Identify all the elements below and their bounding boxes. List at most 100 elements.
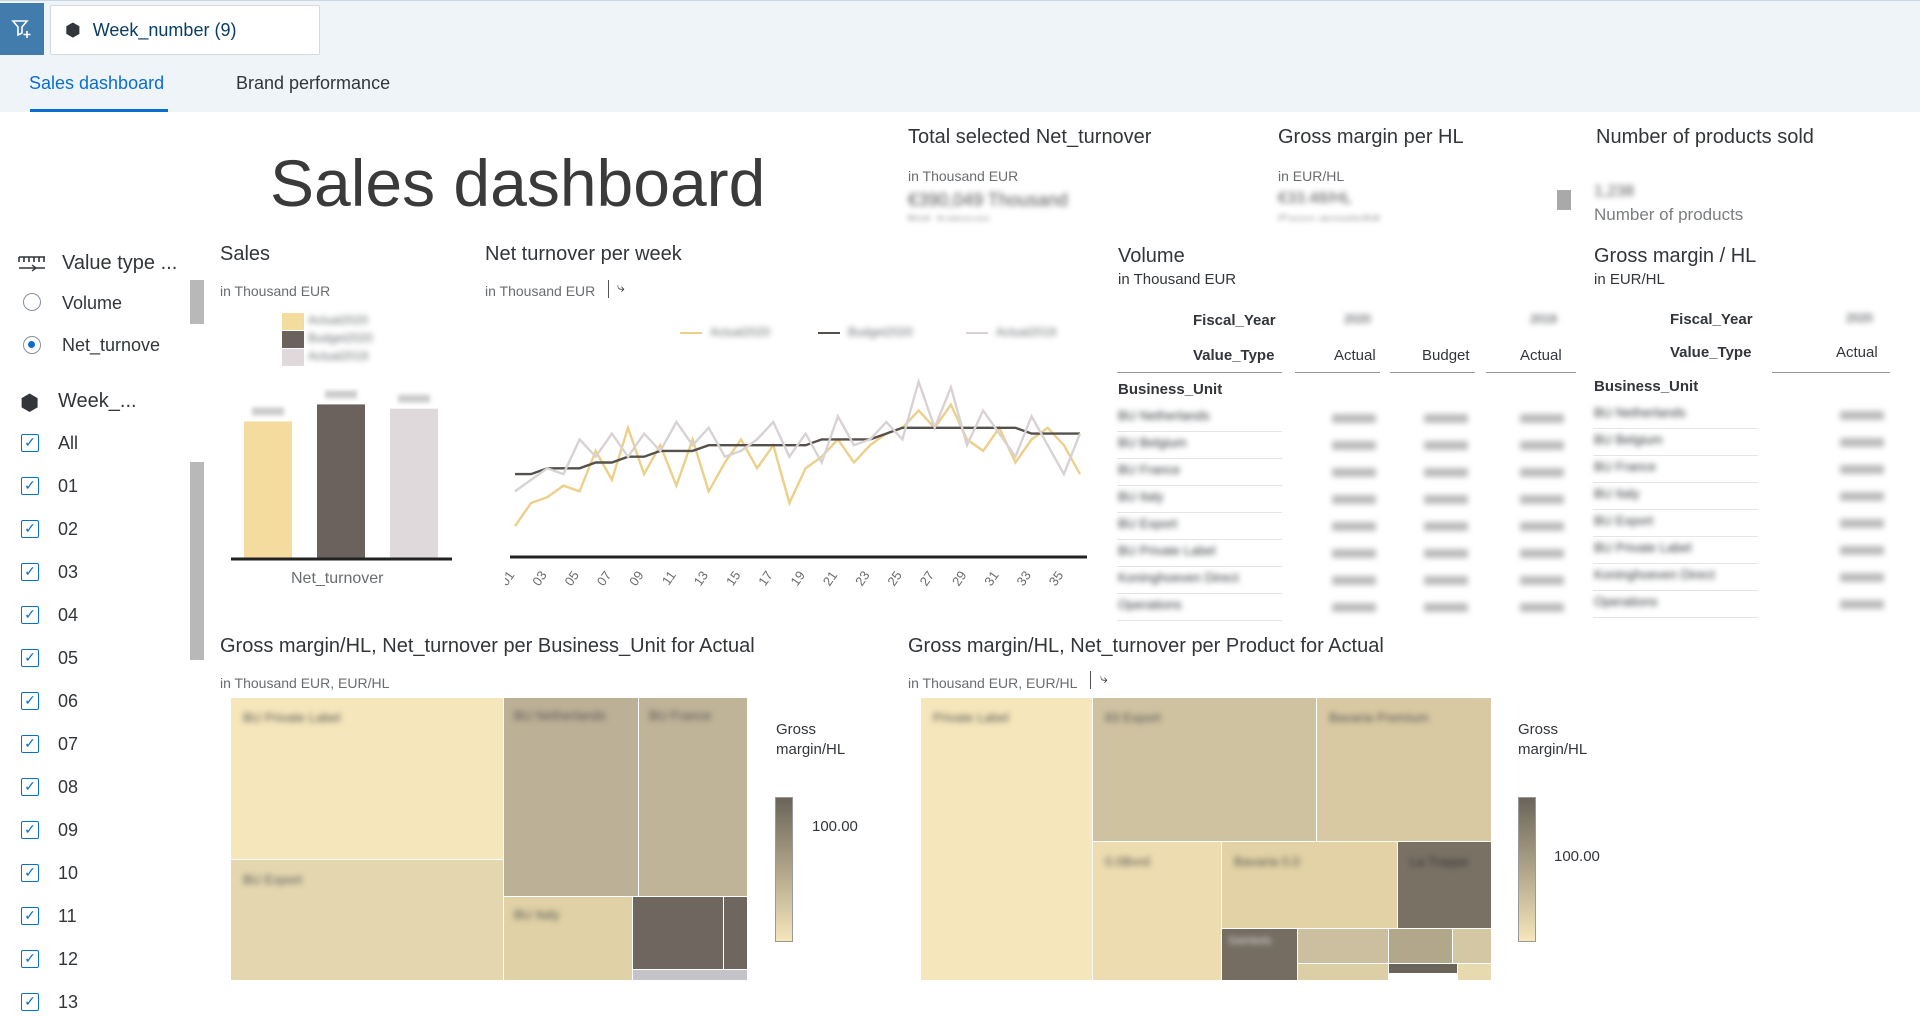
radio-volume[interactable] bbox=[23, 293, 41, 311]
checkbox-label: 02 bbox=[58, 519, 79, 539]
tab-sales-dashboard[interactable]: Sales dashboard bbox=[29, 73, 165, 93]
value-type-scrollbar[interactable] bbox=[190, 280, 204, 324]
week-number-filter-chip[interactable]: ⬢ Week_number (9) bbox=[50, 5, 320, 55]
checkbox-label: 09 bbox=[58, 820, 79, 840]
treemap-cell[interactable] bbox=[1388, 963, 1458, 974]
treemap-bu-color-scale bbox=[775, 797, 793, 942]
treemap-cell[interactable]: Bavaria Premium bbox=[1316, 697, 1492, 842]
column-header: Actual bbox=[1520, 347, 1562, 364]
checkbox-week-04[interactable]: ✓ bbox=[21, 606, 39, 624]
active-tab-indicator bbox=[30, 109, 168, 112]
checkbox-all[interactable]: ✓ bbox=[21, 434, 39, 452]
table-row-label: BU Private Label bbox=[1594, 540, 1692, 555]
treemap-cell[interactable]: BU Export bbox=[230, 859, 504, 981]
treemap-cell[interactable]: BU Netherlands bbox=[503, 697, 639, 897]
checkbox-label: 06 bbox=[58, 691, 79, 711]
table-cell-redacted bbox=[1520, 441, 1564, 450]
treemap-cell[interactable]: BU France bbox=[638, 697, 748, 897]
treemap-bu-legend-title: Gross margin/HL bbox=[776, 721, 846, 758]
value-type-title[interactable]: Value type ... bbox=[62, 252, 178, 274]
kpi-title-products-sold: Number of products sold bbox=[1596, 126, 1814, 148]
checkbox-label: 10 bbox=[58, 863, 79, 883]
netturnover-card-title: Net turnover per week bbox=[485, 243, 682, 265]
header-rule bbox=[1390, 372, 1475, 373]
checkbox-week-11[interactable]: ✓ bbox=[21, 907, 39, 925]
treemap-cell[interactable] bbox=[1457, 963, 1492, 981]
table-row-divider bbox=[1593, 428, 1758, 429]
filter-chip-label: Week_number (9) bbox=[92, 19, 237, 40]
table-row-label: BU Italy bbox=[1118, 489, 1164, 504]
treemap-cell[interactable] bbox=[1452, 928, 1492, 964]
kpi-caption-gross-margin: Gross margin/HL bbox=[1278, 212, 1384, 220]
x-tick-label: 31 bbox=[981, 568, 1002, 588]
treemap-cell[interactable] bbox=[1297, 928, 1389, 964]
checkbox-week-03[interactable]: ✓ bbox=[21, 563, 39, 581]
netturnover-line-chart: 01 03 05 07 09 11 13 15 17 19 21 23 25 27 29 31 33 35 bbox=[505, 377, 1087, 589]
table-cell-redacted bbox=[1424, 522, 1468, 531]
x-tick-label: 17 bbox=[755, 568, 776, 588]
sales-card-unit: in Thousand EUR bbox=[220, 283, 331, 299]
treemap-cell[interactable]: La Trappe bbox=[1397, 841, 1492, 929]
legend-label: Actual2020 bbox=[308, 313, 369, 327]
checkbox-week-08[interactable]: ✓ bbox=[21, 778, 39, 796]
treemap-cell-label: BU Private Label bbox=[243, 710, 341, 725]
checkbox-week-01[interactable]: ✓ bbox=[21, 477, 39, 495]
week-scrollbar[interactable] bbox=[190, 462, 204, 660]
filter-add-icon bbox=[11, 20, 31, 38]
legend-label: Budget2020 bbox=[308, 331, 373, 345]
treemap-cell[interactable] bbox=[632, 969, 748, 981]
table-cell-redacted bbox=[1332, 495, 1376, 504]
legend-label: Budget2020 bbox=[848, 325, 913, 339]
table-cell-redacted bbox=[1840, 519, 1884, 528]
checkbox-week-05[interactable]: ✓ bbox=[21, 649, 39, 667]
checkbox-week-13[interactable]: ✓ bbox=[21, 993, 39, 1011]
treemap-cell[interactable] bbox=[632, 896, 724, 970]
x-tick-label: 03 bbox=[529, 568, 550, 588]
checkbox-week-06[interactable]: ✓ bbox=[21, 692, 39, 710]
table-row-divider bbox=[1593, 482, 1758, 483]
sales-x-axis-label: Net_turnover bbox=[291, 570, 384, 587]
treemap-cell[interactable]: BU Private Label bbox=[230, 697, 504, 860]
treemap-cell[interactable]: Bavaria 0.0 bbox=[1221, 841, 1398, 929]
volume-card-title: Volume bbox=[1118, 245, 1185, 267]
checkbox-week-02[interactable]: ✓ bbox=[21, 520, 39, 538]
table-cell-redacted bbox=[1332, 522, 1376, 531]
treemap-cell[interactable]: 83 Export bbox=[1092, 697, 1317, 842]
bar-data-label bbox=[398, 394, 430, 403]
treemap-cell[interactable] bbox=[1297, 963, 1389, 981]
checkbox-week-09[interactable]: ✓ bbox=[21, 821, 39, 839]
x-tick-label: 01 bbox=[505, 568, 517, 588]
treemap-cell[interactable] bbox=[723, 896, 748, 970]
page-title: Sales dashboard bbox=[270, 146, 766, 220]
hierarchy-icon[interactable]: ⤷ bbox=[617, 279, 625, 295]
table-cell-redacted bbox=[1424, 576, 1468, 585]
table-cell-redacted bbox=[1332, 414, 1376, 423]
hierarchy-icon[interactable]: ⤷ bbox=[1100, 670, 1108, 686]
treemap-cell[interactable]: Swinkels bbox=[1221, 928, 1298, 981]
checkbox-week-10[interactable]: ✓ bbox=[21, 864, 39, 882]
week-dimension-icon: ⬢ bbox=[20, 390, 40, 415]
treemap-cell[interactable]: BU Italy bbox=[503, 896, 633, 981]
legend-swatch bbox=[282, 313, 304, 330]
checkbox-label: 05 bbox=[58, 648, 79, 668]
radio-net-turnover[interactable] bbox=[23, 336, 41, 354]
table-cell-redacted bbox=[1840, 573, 1884, 582]
treemap-cell[interactable]: 0.0Bvrd bbox=[1092, 841, 1222, 981]
x-tick-label: 07 bbox=[594, 568, 615, 588]
header-rule bbox=[1486, 372, 1576, 373]
tab-brand-performance[interactable]: Brand performance bbox=[236, 73, 391, 93]
table-row-label: Koninghoeven Direct bbox=[1118, 570, 1239, 585]
table-cell-redacted bbox=[1424, 414, 1468, 423]
add-filter-button[interactable] bbox=[0, 3, 44, 55]
kpi-title-gross-margin: Gross margin per HL bbox=[1278, 126, 1464, 148]
year-value: 2019 bbox=[1530, 312, 1557, 326]
table-cell-redacted bbox=[1840, 438, 1884, 447]
bar bbox=[317, 404, 365, 558]
treemap-cell[interactable] bbox=[1388, 928, 1453, 964]
checkbox-week-07[interactable]: ✓ bbox=[21, 735, 39, 753]
table-cell-redacted bbox=[1840, 411, 1884, 420]
treemap-cell[interactable]: Private Label bbox=[920, 697, 1093, 981]
checkbox-week-12[interactable]: ✓ bbox=[21, 950, 39, 968]
table-cell-redacted bbox=[1840, 546, 1884, 555]
week-filter-title[interactable]: Week_... bbox=[58, 390, 137, 412]
